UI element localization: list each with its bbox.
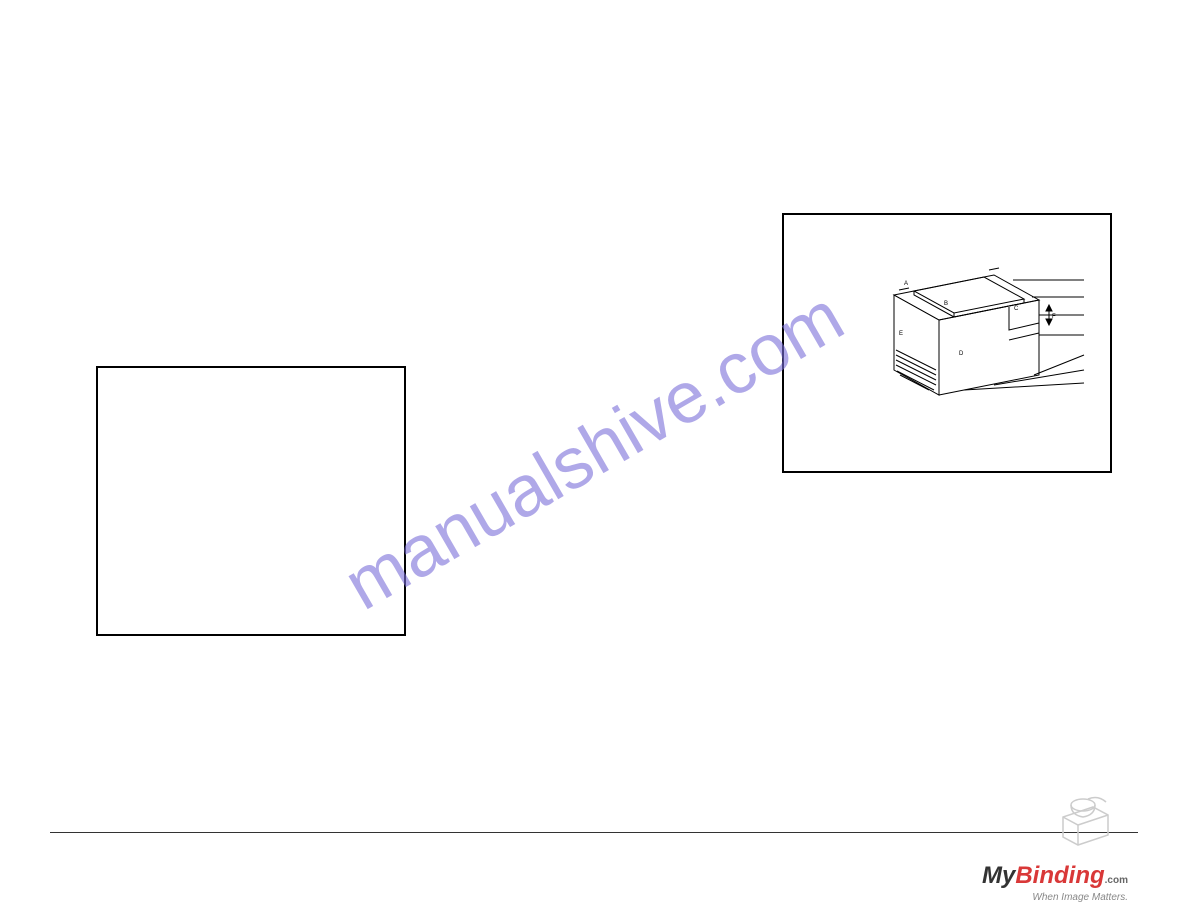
logo-text: MyBinding.com xyxy=(982,862,1128,890)
footer-logo-area: MyBinding.com When Image Matters. xyxy=(982,787,1128,903)
logo-my-text: My xyxy=(982,862,1015,889)
left-figure-box xyxy=(96,366,406,636)
svg-text:B: B xyxy=(944,301,948,307)
svg-text:E: E xyxy=(899,331,903,337)
svg-text:F: F xyxy=(1052,314,1056,320)
right-figure-box: A B C D E F xyxy=(782,213,1112,473)
footer-divider xyxy=(50,832,1138,833)
logo-tagline: When Image Matters. xyxy=(982,892,1128,903)
svg-text:A: A xyxy=(904,281,908,287)
logo-graphic-icon xyxy=(1038,787,1128,852)
watermark-text: manualshive.com xyxy=(331,275,857,626)
svg-text:C: C xyxy=(1014,306,1019,312)
logo-com-text: .com xyxy=(1105,875,1128,886)
page-container: manualshive.com xyxy=(0,0,1188,918)
logo-binding-text: Binding xyxy=(1015,862,1104,889)
isometric-diagram: A B C D E F xyxy=(814,255,1094,455)
svg-text:D: D xyxy=(959,351,964,357)
